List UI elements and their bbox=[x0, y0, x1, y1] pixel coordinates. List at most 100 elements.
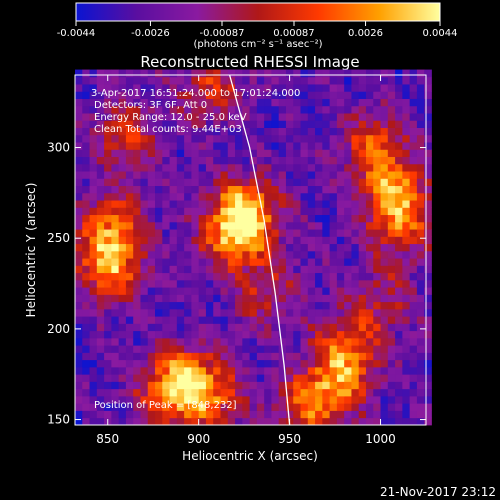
heatmap-cell bbox=[300, 337, 309, 346]
heatmap-cell bbox=[96, 388, 105, 397]
heatmap-cell bbox=[358, 308, 367, 317]
heatmap-cell bbox=[75, 345, 83, 353]
heatmap-cell bbox=[344, 337, 352, 346]
heatmap-cell bbox=[416, 98, 425, 107]
heatmap-cell bbox=[125, 76, 134, 85]
heatmap-cell bbox=[89, 294, 98, 303]
heatmap-cell bbox=[409, 374, 418, 382]
heatmap-cell bbox=[344, 301, 352, 310]
heatmap-cell bbox=[358, 265, 367, 274]
heatmap-cell bbox=[155, 243, 163, 252]
heatmap-cell bbox=[147, 308, 156, 317]
heatmap-cell bbox=[358, 388, 367, 397]
heatmap-cell bbox=[264, 294, 272, 303]
heatmap-cell bbox=[373, 272, 381, 281]
heatmap-cell bbox=[285, 352, 294, 361]
heatmap-cell bbox=[322, 229, 331, 237]
heatmap-cell bbox=[118, 163, 127, 172]
colorbar-tick-label: 0.0044 bbox=[423, 28, 458, 39]
colorbar-tick-label: 0.0026 bbox=[348, 28, 383, 39]
heatmap-cell bbox=[307, 229, 316, 237]
heatmap-cell bbox=[89, 163, 98, 172]
heatmap-cell bbox=[387, 272, 396, 281]
heatmap-cell bbox=[213, 395, 221, 404]
heatmap-cell bbox=[111, 301, 120, 310]
heatmap-cell bbox=[227, 236, 236, 245]
heatmap-cell bbox=[315, 366, 323, 375]
heatmap-cell bbox=[227, 287, 236, 295]
heatmap-cell bbox=[198, 265, 207, 274]
heatmap-cell bbox=[380, 308, 389, 317]
heatmap-cell bbox=[387, 163, 396, 172]
heatmap-cell bbox=[169, 330, 178, 339]
heatmap-cell bbox=[380, 91, 389, 99]
heatmap-cell bbox=[344, 272, 352, 281]
heatmap-cell bbox=[125, 120, 134, 128]
heatmap-cell bbox=[402, 330, 411, 339]
heatmap-cell bbox=[271, 345, 280, 353]
heatmap-cell bbox=[242, 156, 250, 165]
heatmap-cell bbox=[227, 171, 236, 179]
heatmap-cell bbox=[416, 113, 425, 121]
heatmap-cell bbox=[249, 221, 258, 230]
heatmap-cell bbox=[125, 308, 134, 317]
heatmap-cell bbox=[82, 388, 90, 397]
heatmap-cell bbox=[213, 403, 221, 411]
heatmap-cell bbox=[264, 279, 272, 288]
heatmap-cell bbox=[96, 395, 105, 404]
heatmap-cell bbox=[424, 200, 432, 208]
heatmap-cell bbox=[191, 120, 200, 128]
heatmap-cell bbox=[82, 236, 90, 245]
heatmap-cell bbox=[89, 308, 98, 317]
heatmap-cell bbox=[176, 113, 185, 121]
heatmap-cell bbox=[249, 287, 258, 295]
heatmap-cell bbox=[140, 287, 149, 295]
heatmap-cell bbox=[271, 229, 280, 237]
heatmap-cell bbox=[198, 156, 207, 165]
heatmap-cell bbox=[373, 142, 381, 150]
heatmap-cell bbox=[205, 207, 214, 216]
heatmap-cell bbox=[96, 323, 105, 332]
heatmap-cell bbox=[198, 395, 207, 404]
heatmap-cell bbox=[118, 403, 127, 411]
heatmap-cell bbox=[293, 381, 301, 390]
heatmap-cell bbox=[351, 142, 360, 150]
heatmap-cell bbox=[191, 272, 200, 281]
heatmap-cell bbox=[162, 98, 170, 107]
heatmap-cell bbox=[373, 258, 381, 266]
heatmap-cell bbox=[125, 163, 134, 172]
heatmap-cell bbox=[322, 323, 331, 332]
heatmap-cell bbox=[329, 171, 338, 179]
heatmap-cell bbox=[329, 308, 338, 317]
heatmap-cell bbox=[184, 236, 192, 245]
heatmap-cell bbox=[256, 221, 265, 230]
heatmap-cell bbox=[256, 105, 265, 114]
heatmap-cell bbox=[111, 76, 120, 85]
heatmap-cell bbox=[351, 243, 360, 252]
heatmap-cell bbox=[424, 374, 432, 382]
heatmap-cell bbox=[169, 294, 178, 303]
heatmap-cell bbox=[227, 120, 236, 128]
heatmap-cell bbox=[220, 134, 229, 143]
heatmap-cell bbox=[271, 84, 280, 92]
heatmap-cell bbox=[198, 221, 207, 230]
heatmap-cell bbox=[205, 359, 214, 368]
heatmap-cell bbox=[118, 142, 127, 150]
heatmap-cell bbox=[176, 91, 185, 99]
heatmap-cell bbox=[424, 308, 432, 317]
heatmap-cell bbox=[162, 84, 170, 92]
heatmap-cell bbox=[147, 200, 156, 208]
heatmap-cell bbox=[256, 301, 265, 310]
heatmap-cell bbox=[380, 229, 389, 237]
heatmap-cell bbox=[242, 120, 250, 128]
heatmap-cell bbox=[344, 134, 352, 143]
heatmap-cell bbox=[300, 316, 309, 324]
heatmap-cell bbox=[176, 178, 185, 187]
heatmap-cell bbox=[205, 105, 214, 114]
heatmap-cell bbox=[235, 374, 243, 382]
heatmap-cell bbox=[373, 265, 381, 274]
heatmap-cell bbox=[249, 98, 258, 107]
heatmap-cell bbox=[315, 294, 323, 303]
heatmap-cell bbox=[96, 149, 105, 157]
heatmap-cell bbox=[96, 113, 105, 121]
